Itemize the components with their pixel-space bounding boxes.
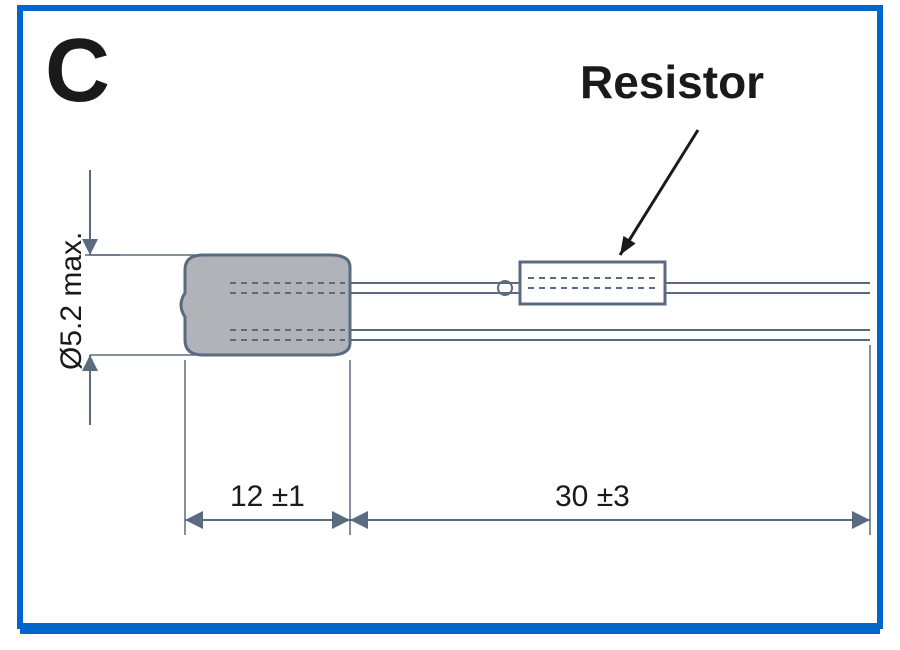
technical-drawing	[0, 0, 900, 650]
resistor-callout-label: Resistor	[580, 55, 764, 109]
resistor-body	[520, 262, 665, 304]
callout-arrow	[620, 130, 698, 255]
figure-letter: C	[45, 20, 110, 123]
width2-dimension-label: 30 ±3	[555, 480, 630, 514]
width1-dimension-label: 12 ±1	[230, 480, 305, 514]
vertical-dimension-label: Ø5.2 max.	[55, 232, 89, 370]
